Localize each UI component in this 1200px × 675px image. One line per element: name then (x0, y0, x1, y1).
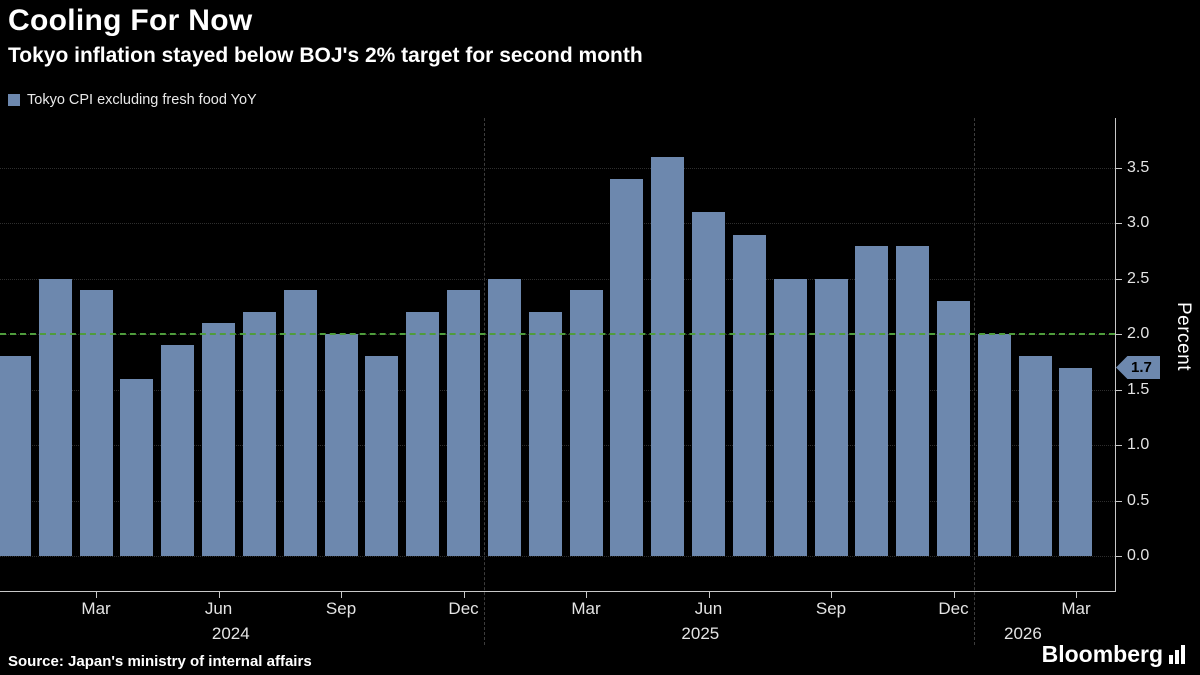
y-tick-mark (1116, 556, 1122, 557)
source-note: Source: Japan's ministry of internal aff… (8, 653, 312, 670)
x-tick-label: Dec (938, 599, 969, 618)
bar (487, 278, 521, 556)
x-tick-label: Mar (1061, 599, 1091, 618)
year-divider-line (973, 118, 975, 645)
bar (814, 278, 848, 556)
y-tick-label: 0.0 (1127, 547, 1150, 564)
h-gridline (0, 168, 1115, 169)
x-tick-label: Jun (694, 599, 723, 618)
y-tick-mark (1116, 334, 1122, 336)
bar (610, 179, 644, 556)
bar (202, 323, 236, 556)
x-tick-label: Mar (571, 599, 601, 618)
bloomberg-bars-icon (1169, 645, 1185, 664)
y-axis-line (1115, 118, 1116, 592)
x-tick-mark (586, 592, 588, 598)
x-axis-line (0, 591, 1116, 592)
x-tick-mark (96, 592, 98, 598)
bar (773, 278, 807, 556)
year-label: 2024 (211, 624, 250, 643)
y-tick-label: 0.5 (1127, 491, 1150, 509)
x-tick-label: Sep (815, 599, 847, 618)
bar (406, 312, 440, 556)
bar (855, 245, 889, 556)
bar (365, 356, 399, 556)
bar (896, 245, 930, 556)
bar (569, 289, 603, 556)
y-tick-label: 3.0 (1127, 214, 1150, 232)
legend-label: Tokyo CPI excluding fresh food YoY (27, 92, 257, 108)
x-tick-mark (831, 592, 832, 598)
bar (1059, 367, 1093, 556)
bar (120, 378, 154, 556)
year-label: 2025 (681, 624, 720, 643)
bar (79, 289, 113, 556)
h-gridline (0, 223, 1115, 225)
x-tick-mark (708, 592, 710, 598)
x-tick-label: Sep (325, 599, 357, 618)
x-tick-mark (953, 592, 955, 598)
bar (937, 301, 970, 556)
y-tick-mark (1116, 278, 1122, 280)
x-tick-label: Mar (81, 599, 111, 618)
bar (38, 278, 72, 556)
bar (977, 334, 1011, 556)
legend-swatch-icon (8, 94, 20, 106)
y-tick-label: 1.5 (1127, 380, 1150, 398)
y-axis-title: Percent (1173, 302, 1194, 371)
bar (1018, 356, 1052, 556)
chart-subtitle: Tokyo inflation stayed below BOJ's 2% ta… (8, 44, 643, 67)
x-tick-mark (218, 592, 220, 598)
y-tick-mark (1116, 168, 1122, 169)
bar (732, 234, 766, 556)
x-tick-mark (341, 592, 343, 598)
y-tick-label: 1.0 (1127, 436, 1150, 454)
y-tick-mark (1116, 223, 1122, 225)
x-tick-mark (1075, 592, 1077, 598)
bar (283, 289, 317, 556)
bloomberg-wordmark: Bloomberg (1041, 641, 1163, 667)
bar (0, 356, 31, 556)
bar (242, 312, 276, 556)
target-line (0, 333, 1115, 336)
year-label: 2026 (1003, 624, 1042, 643)
y-tick-mark (1116, 389, 1122, 391)
bar (161, 345, 195, 556)
bloomberg-logo: Bloomberg (1042, 641, 1186, 668)
bar (651, 156, 685, 556)
y-tick-mark (1116, 445, 1122, 447)
h-gridline (0, 556, 1115, 557)
y-tick-label: 2.0 (1127, 325, 1150, 343)
x-tick-label: Jun (204, 599, 233, 618)
bar (692, 212, 726, 556)
bar (324, 334, 358, 556)
last-value-tag: 1.7 (1116, 356, 1160, 380)
h-gridline (0, 278, 1115, 280)
chart-title: Cooling For Now (8, 4, 253, 37)
y-tick-mark (1116, 500, 1122, 502)
year-divider-line (483, 118, 485, 645)
bar (447, 289, 481, 556)
y-tick-label: 3.5 (1127, 159, 1150, 176)
legend: Tokyo CPI excluding fresh food YoY (8, 92, 257, 108)
y-tick-label: 2.5 (1127, 269, 1150, 287)
x-tick-label: Dec (448, 599, 479, 618)
bar (528, 312, 562, 556)
x-tick-mark (463, 592, 465, 598)
